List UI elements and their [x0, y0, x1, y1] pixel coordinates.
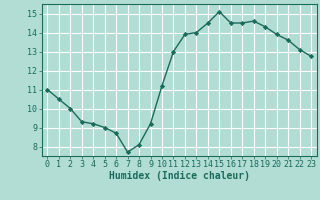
- X-axis label: Humidex (Indice chaleur): Humidex (Indice chaleur): [109, 171, 250, 181]
